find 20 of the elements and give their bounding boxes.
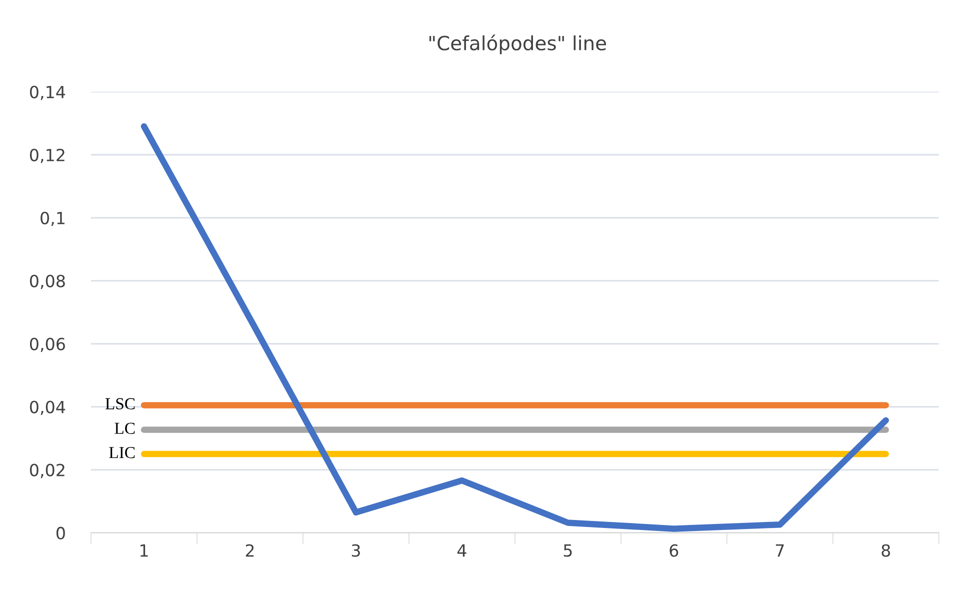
x-tick-label: 3 [352,544,360,557]
x-tick-label: 4 [457,544,466,557]
x-tick-label: 1 [140,544,148,557]
y-tick-label: 0,04 [30,400,66,416]
series-label: LIC [109,447,135,458]
series-label: LC [114,422,135,434]
y-tick-label: 0,08 [30,274,65,290]
x-tick-label: 8 [882,544,890,557]
x-tick-label: 5 [564,544,572,557]
y-tick-label: 0,02 [30,464,64,478]
y-tick-label: 0 [56,526,65,540]
series-label: LSC [105,398,135,410]
x-tick-label: 2 [246,544,254,557]
x-tick-label: 6 [670,544,678,557]
x-tick-label: 7 [776,544,784,557]
chart-title: "Cefalópodes" line [429,34,606,54]
y-tick-label: 0,12 [30,148,64,164]
y-tick-label: 0,06 [30,338,65,352]
y-tick-label: 0,1 [40,212,64,226]
y-tick-label: 0,14 [30,86,66,100]
